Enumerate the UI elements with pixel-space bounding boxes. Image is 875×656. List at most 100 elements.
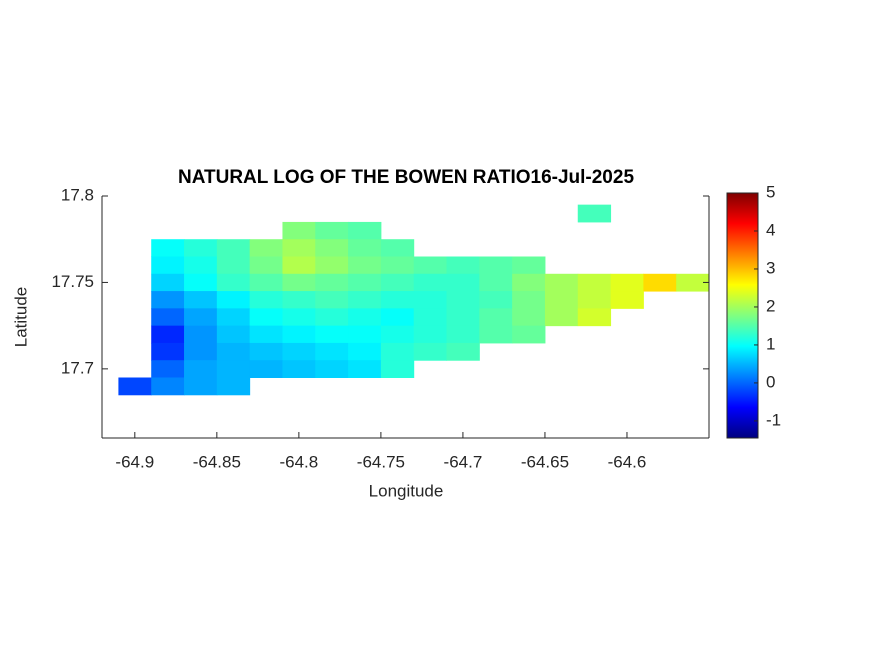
heat-cell bbox=[380, 325, 415, 344]
heat-cell bbox=[315, 360, 349, 378]
heat-cell bbox=[151, 342, 185, 361]
heat-cell bbox=[380, 360, 415, 378]
heat-cell bbox=[446, 291, 480, 309]
heat-cell bbox=[380, 256, 415, 275]
heat-cell bbox=[216, 256, 251, 275]
heat-cell bbox=[216, 239, 251, 257]
heat-cell bbox=[282, 291, 316, 309]
heat-cell bbox=[479, 308, 513, 327]
heat-cell bbox=[184, 291, 218, 309]
x-tick-label: -64.7 bbox=[444, 452, 483, 471]
heat-cell bbox=[479, 256, 513, 275]
heat-cell bbox=[446, 273, 480, 292]
heat-cell bbox=[184, 377, 218, 396]
heat-cell bbox=[380, 273, 415, 292]
heat-cell bbox=[348, 256, 382, 275]
heat-cell bbox=[544, 308, 579, 327]
heat-cell bbox=[512, 256, 546, 275]
colorbar-tick-label: -1 bbox=[766, 410, 781, 429]
heat-cell bbox=[348, 308, 382, 327]
heat-cell bbox=[577, 204, 612, 223]
colorbar-tick-label: 1 bbox=[766, 334, 775, 353]
heat-cell bbox=[216, 325, 251, 344]
heat-cell bbox=[249, 342, 283, 361]
heat-cell bbox=[315, 239, 349, 257]
heat-cell bbox=[315, 342, 349, 361]
x-tick-label: -64.8 bbox=[279, 452, 318, 471]
heat-cell bbox=[184, 360, 218, 378]
heat-cell bbox=[479, 273, 513, 292]
heat-cell bbox=[643, 273, 677, 292]
y-tick-label: 17.8 bbox=[61, 185, 94, 204]
heat-cell bbox=[249, 308, 283, 327]
heat-cell bbox=[282, 221, 316, 240]
heat-cell bbox=[282, 342, 316, 361]
heat-cell bbox=[413, 256, 448, 275]
heat-cell bbox=[610, 273, 644, 292]
heat-cell bbox=[216, 360, 251, 378]
chart-title: NATURAL LOG OF THE BOWEN RATIO16-Jul-202… bbox=[178, 167, 634, 188]
y-tick-label: 17.7 bbox=[61, 358, 94, 377]
heat-cell bbox=[676, 273, 710, 292]
heat-cell bbox=[544, 273, 579, 292]
colorbar-tick-label: 2 bbox=[766, 296, 775, 315]
heat-cell bbox=[479, 291, 513, 309]
heat-cell bbox=[282, 256, 316, 275]
heat-cell bbox=[315, 291, 349, 309]
x-axis-label: Longitude bbox=[369, 481, 444, 500]
heat-cell bbox=[151, 308, 185, 327]
heat-cell bbox=[446, 325, 480, 344]
y-tick-label: 17.75 bbox=[51, 272, 94, 291]
heat-cell bbox=[348, 239, 382, 257]
colorbar-tick-label: 5 bbox=[766, 182, 775, 201]
heat-cell bbox=[151, 291, 185, 309]
heat-cell bbox=[577, 308, 612, 327]
heat-cell bbox=[512, 291, 546, 309]
heat-cell bbox=[348, 325, 382, 344]
heat-cell bbox=[315, 273, 349, 292]
heat-cell bbox=[151, 256, 185, 275]
y-axis-label: Latitude bbox=[11, 287, 30, 348]
heat-cell bbox=[216, 308, 251, 327]
x-tick-label: -64.65 bbox=[521, 452, 569, 471]
heat-cell bbox=[413, 291, 448, 309]
heat-cell bbox=[151, 360, 185, 378]
heat-cell bbox=[216, 377, 251, 396]
heat-cell bbox=[249, 239, 283, 257]
heat-cell bbox=[249, 256, 283, 275]
heat-cell bbox=[118, 377, 152, 396]
heat-cell bbox=[512, 273, 546, 292]
heat-cell bbox=[282, 360, 316, 378]
heat-cell bbox=[282, 325, 316, 344]
heat-cell bbox=[151, 239, 185, 257]
heat-cell bbox=[348, 273, 382, 292]
heat-cell bbox=[413, 342, 448, 361]
heat-cell bbox=[348, 291, 382, 309]
x-tick-label: -64.6 bbox=[608, 452, 647, 471]
heat-cell bbox=[380, 239, 415, 257]
heat-cell bbox=[413, 308, 448, 327]
heat-cell bbox=[184, 239, 218, 257]
heat-cell bbox=[184, 342, 218, 361]
x-tick-label: -64.9 bbox=[115, 452, 154, 471]
heat-cell bbox=[282, 273, 316, 292]
heat-cell bbox=[315, 325, 349, 344]
heat-cell bbox=[315, 221, 349, 240]
colorbar bbox=[726, 192, 759, 439]
heat-cell bbox=[249, 325, 283, 344]
heat-cell bbox=[216, 273, 251, 292]
heat-cell bbox=[216, 291, 251, 309]
colorbar-tick-label: 0 bbox=[766, 372, 775, 391]
heat-cell bbox=[348, 221, 382, 240]
heat-cell bbox=[380, 291, 415, 309]
heat-cell bbox=[282, 308, 316, 327]
heat-cell bbox=[610, 291, 644, 309]
heat-cell bbox=[249, 360, 283, 378]
heat-cell bbox=[151, 325, 185, 344]
heat-cell bbox=[184, 273, 218, 292]
heat-cell bbox=[577, 273, 612, 292]
heat-cell bbox=[184, 308, 218, 327]
heat-cell bbox=[151, 273, 185, 292]
heat-cell bbox=[282, 239, 316, 257]
